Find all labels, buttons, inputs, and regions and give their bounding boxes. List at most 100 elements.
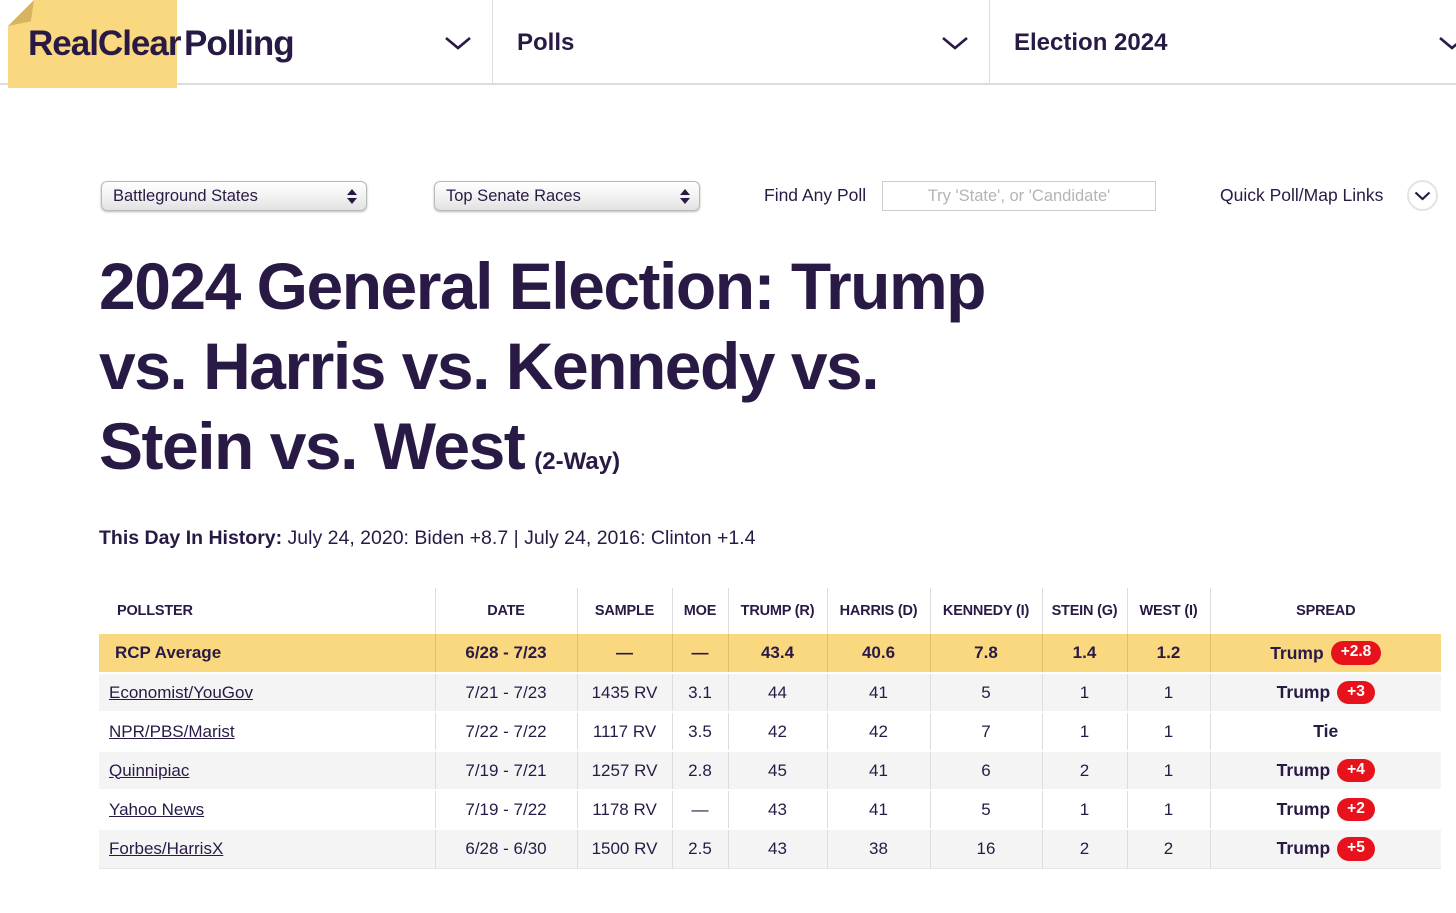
- cell-west: 1: [1127, 789, 1211, 829]
- table-row: Quinnipiac 7/19 - 7/21 1257 RV 2.8 45 41…: [99, 750, 1441, 790]
- chevron-down-icon[interactable]: [444, 36, 472, 51]
- two-way-suffix: (2-Way): [534, 448, 621, 475]
- cell-kennedy: 7.8: [930, 634, 1043, 673]
- senate-races-select[interactable]: Top Senate Races: [434, 181, 700, 211]
- realclear-logo[interactable]: RealClear: [8, 0, 181, 88]
- cell-moe: —: [672, 789, 729, 829]
- spread-badge: +2.8: [1330, 641, 1382, 665]
- cell-west: 1.2: [1127, 634, 1211, 673]
- col-header-moe: MOE: [672, 588, 729, 634]
- quick-links-expand-button[interactable]: [1407, 180, 1438, 211]
- cell-pollster: Economist/YouGov: [99, 672, 436, 712]
- cell-date: 6/28 - 6/30: [435, 828, 578, 868]
- cell-spread: Trump +5: [1210, 828, 1441, 868]
- cell-pollster: Yahoo News: [99, 789, 436, 829]
- cell-kennedy: 5: [930, 789, 1043, 829]
- cell-moe: 2.8: [672, 750, 729, 790]
- cell-harris: 41: [827, 750, 931, 790]
- cell-stein: 2: [1042, 750, 1128, 790]
- spread-badge: +5: [1337, 836, 1375, 861]
- cell-date: 7/22 - 7/22: [435, 711, 578, 751]
- cell-west: 1: [1127, 711, 1211, 751]
- spread-badge: +3: [1337, 680, 1375, 705]
- pollster-link[interactable]: Yahoo News: [109, 799, 205, 819]
- nav-item-polls[interactable]: Polls: [493, 0, 990, 85]
- cell-trump: 43.4: [728, 634, 828, 673]
- pollster-link[interactable]: Forbes/HarrisX: [109, 838, 224, 858]
- select-arrows-icon: [680, 188, 690, 204]
- cell-spread: Trump +4: [1210, 750, 1441, 790]
- col-header-stein: STEIN (G): [1042, 588, 1128, 634]
- senate-races-select-value: Top Senate Races: [446, 186, 581, 205]
- cell-stein: 1: [1042, 789, 1128, 829]
- cell-sample: 1178 RV: [577, 789, 673, 829]
- select-arrows-icon: [347, 188, 357, 204]
- cell-west: 2: [1127, 828, 1211, 868]
- cell-kennedy: 16: [930, 828, 1043, 868]
- cell-moe: 3.1: [672, 672, 729, 712]
- page-title: 2024 General Election: Trump vs. Harris …: [99, 249, 987, 483]
- top-nav: Polls Election 2024: [0, 0, 1456, 85]
- cell-sample: 1500 RV: [577, 828, 673, 868]
- cell-trump: 42: [728, 711, 828, 751]
- cell-west: 1: [1127, 672, 1211, 712]
- cell-spread: Trump +3: [1210, 672, 1441, 712]
- cell-moe: 2.5: [672, 828, 729, 868]
- cell-stein: 1.4: [1042, 634, 1128, 673]
- cell-pollster: Quinnipiac: [99, 750, 436, 790]
- pollster-link[interactable]: Quinnipiac: [109, 760, 190, 780]
- table-row: Yahoo News 7/19 - 7/22 1178 RV — 43 41 5…: [99, 789, 1441, 829]
- cell-sample: 1257 RV: [577, 750, 673, 790]
- cell-kennedy: 6: [930, 750, 1043, 790]
- table-row: NPR/PBS/Marist 7/22 - 7/22 1117 RV 3.5 4…: [99, 711, 1441, 751]
- cell-moe: —: [672, 634, 729, 673]
- pollster-link[interactable]: Economist/YouGov: [109, 682, 253, 702]
- col-header-spread: SPREAD: [1210, 588, 1441, 634]
- cell-kennedy: 5: [930, 672, 1043, 712]
- this-day-in-history: This Day In History: July 24, 2020: Bide…: [99, 527, 756, 550]
- nav-section-brand[interactable]: [0, 0, 493, 85]
- cell-trump: 44: [728, 672, 828, 712]
- quick-poll-map-links-label[interactable]: Quick Poll/Map Links: [1220, 185, 1384, 205]
- cell-date: 6/28 - 7/23: [435, 634, 578, 673]
- battleground-states-select[interactable]: Battleground States: [101, 181, 367, 211]
- cell-west: 1: [1127, 750, 1211, 790]
- nav-item-election-2024[interactable]: Election 2024: [990, 0, 1456, 85]
- col-header-harris: HARRIS (D): [827, 588, 931, 634]
- nav-item-polls-label[interactable]: Polls: [517, 28, 575, 56]
- cell-trump: 43: [728, 828, 828, 868]
- cell-stein: 1: [1042, 711, 1128, 751]
- chevron-down-icon: [1414, 191, 1431, 201]
- cell-harris: 38: [827, 828, 931, 868]
- col-header-kennedy: KENNEDY (I): [930, 588, 1043, 634]
- table-header-row: POLLSTER DATE SAMPLE MOE TRUMP (R) HARRI…: [99, 588, 1441, 634]
- chevron-down-icon[interactable]: [941, 36, 969, 51]
- history-label: This Day In History:: [99, 527, 283, 549]
- table-row-rcp-average: RCP Average 6/28 - 7/23 — — 43.4 40.6 7.…: [99, 634, 1441, 673]
- spread-badge: +2: [1337, 797, 1375, 822]
- cell-pollster: RCP Average: [99, 634, 436, 673]
- cell-harris: 41: [827, 672, 931, 712]
- table-row: Forbes/HarrisX 6/28 - 6/30 1500 RV 2.5 4…: [99, 828, 1441, 868]
- spread-badge: +4: [1337, 758, 1375, 783]
- chevron-down-icon[interactable]: [1438, 36, 1456, 51]
- poll-table: POLLSTER DATE SAMPLE MOE TRUMP (R) HARRI…: [99, 588, 1441, 869]
- cell-date: 7/19 - 7/21: [435, 750, 578, 790]
- cell-date: 7/21 - 7/23: [435, 672, 578, 712]
- cell-harris: 40.6: [827, 634, 931, 673]
- col-header-trump: TRUMP (R): [728, 588, 828, 634]
- cell-spread: Trump +2.8: [1210, 634, 1441, 673]
- battleground-states-select-value: Battleground States: [113, 186, 258, 205]
- cell-sample: 1117 RV: [577, 711, 673, 751]
- logo-text-polling: Polling: [184, 24, 295, 63]
- col-header-date: DATE: [435, 588, 578, 634]
- nav-item-election-2024-label[interactable]: Election 2024: [1014, 28, 1168, 56]
- filter-bar: Battleground States Top Senate Races Fin…: [0, 180, 1456, 212]
- poll-search-input[interactable]: [882, 181, 1156, 211]
- cell-harris: 41: [827, 789, 931, 829]
- pollster-link[interactable]: NPR/PBS/Marist: [109, 721, 235, 741]
- cell-trump: 43: [728, 789, 828, 829]
- cell-pollster: Forbes/HarrisX: [99, 828, 436, 868]
- cell-stein: 1: [1042, 672, 1128, 712]
- cell-date: 7/19 - 7/22: [435, 789, 578, 829]
